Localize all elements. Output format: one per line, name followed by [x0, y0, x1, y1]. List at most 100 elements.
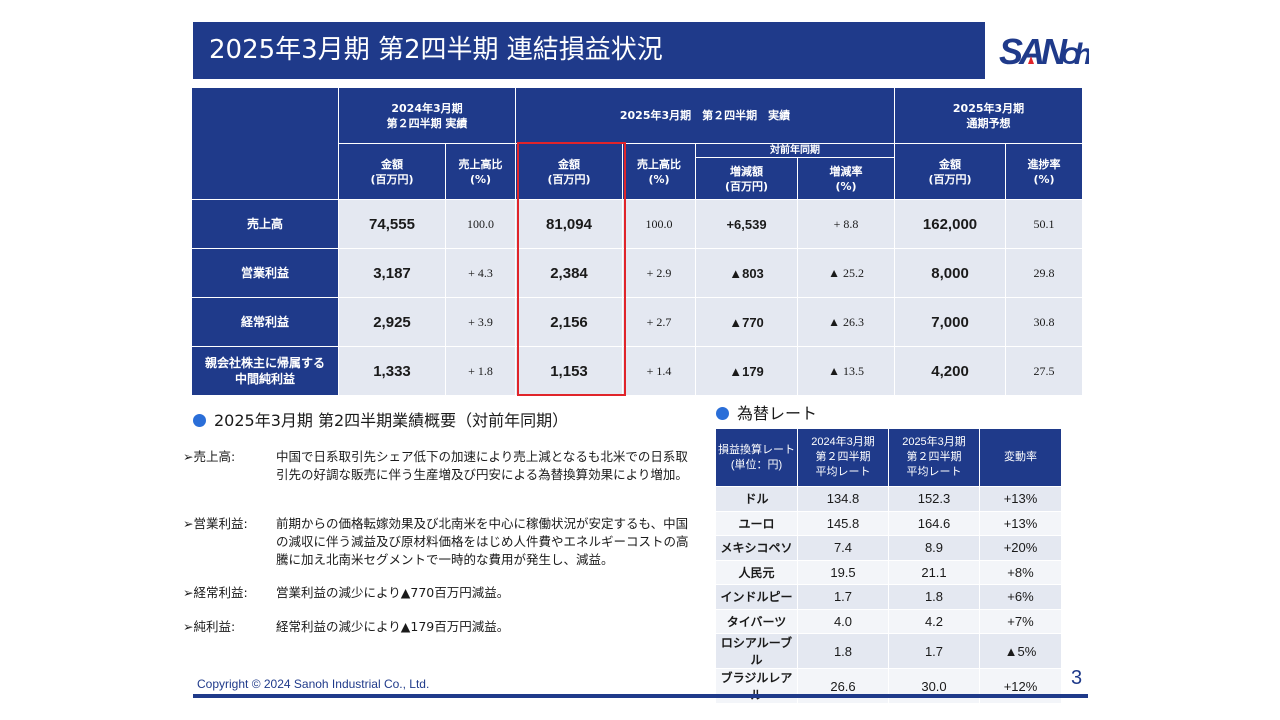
fx-currency: メキシコペソ: [715, 535, 798, 561]
curr-amount: 81,094: [515, 199, 623, 249]
sanoh-logo: S A N O h: [999, 31, 1089, 70]
fx-change: +8%: [979, 559, 1062, 585]
fx-header-label: 損益換算レート (単位：円): [715, 428, 798, 487]
fx-row: ドル 134.8 152.3 +13%: [715, 486, 1062, 512]
fx-change: +20%: [979, 535, 1062, 561]
progress: 30.8: [1005, 297, 1084, 347]
curr-ratio: + 2.9: [622, 248, 696, 298]
table-row: 売上高 74,555 100.0 81,094 100.0 +6,539 + 8…: [191, 199, 1084, 249]
fx-prev: 1.7: [797, 584, 889, 610]
fx-change: +13%: [979, 510, 1062, 536]
prev-ratio: + 1.8: [445, 346, 516, 396]
progress: 50.1: [1005, 199, 1084, 249]
title-bar: 2025年3月期 第2四半期 連結損益状況: [193, 22, 985, 79]
header-forecast: 2025年3月期 通期予想: [894, 87, 1084, 144]
fx-header-prev: 2024年3月期 第２四半期 平均レート: [797, 428, 889, 487]
header-yoy-group: 対前年同期 増減額 (百万円) 増減率 (%): [694, 143, 896, 200]
fx-prev: 7.4: [797, 535, 889, 561]
fx-header-change: 変動率: [979, 428, 1062, 487]
summary-label: ➢純利益:: [183, 619, 236, 634]
header-corner: [191, 87, 339, 200]
prev-amount: 1,333: [338, 346, 446, 396]
change-rate: ▲ 26.3: [796, 297, 896, 347]
header-fc-amount: 金額 (百万円): [894, 143, 1007, 200]
header-prev-period: 2024年3月期 第２四半期 実績: [338, 87, 516, 144]
fc-amount: 7,000: [894, 297, 1007, 347]
fc-amount: 4,200: [894, 346, 1007, 396]
fx-change: +13%: [979, 486, 1062, 512]
bullet-dot-icon: [716, 407, 729, 420]
copyright: Copyright © 2024 Sanoh Industrial Co., L…: [197, 677, 430, 691]
fx-curr: 21.1: [888, 559, 980, 585]
fx-currency: インドルピー: [715, 584, 798, 610]
change-amount: ▲803: [695, 248, 798, 298]
summary-label: ➢営業利益:: [183, 516, 248, 531]
fx-prev: 145.8: [797, 510, 889, 536]
fx-currency: 人民元: [715, 559, 798, 585]
fx-row: 人民元 19.5 21.1 +8%: [715, 559, 1062, 585]
curr-ratio: 100.0: [622, 199, 696, 249]
bullet-dot-icon: [193, 414, 206, 427]
summary-item: ➢営業利益: 前期からの価格転嫁効果及び北南米を中心に稼働状況が安定するも、中国…: [183, 515, 703, 569]
fx-prev: 26.6: [797, 668, 889, 704]
curr-amount: 2,384: [515, 248, 623, 298]
prev-ratio: + 3.9: [445, 297, 516, 347]
header-curr-period: 2025年3月期 第２四半期 実績: [514, 87, 896, 144]
table-row: 営業利益 3,187 + 4.3 2,384 + 2.9 ▲803 ▲ 25.2…: [191, 248, 1084, 298]
change-rate: + 8.8: [796, 199, 896, 249]
fx-change: +6%: [979, 584, 1062, 610]
fx-currency: ドル: [715, 486, 798, 512]
header-change-amount: 増減額 (百万円): [697, 158, 798, 199]
change-amount: ▲179: [695, 346, 798, 396]
prev-amount: 2,925: [338, 297, 446, 347]
fx-row: タイバーツ 4.0 4.2 +7%: [715, 608, 1062, 634]
row-label: 経常利益: [191, 297, 339, 347]
table-row: 親会社株主に帰属する 中間純利益 1,333 + 1.8 1,153 + 1.4…: [191, 346, 1084, 396]
header-prev-amount: 金額 (百万円): [338, 143, 446, 200]
summary-title: 2025年3月期 第2四半期業績概要（対前年同期）: [193, 410, 568, 432]
row-label: 営業利益: [191, 248, 339, 298]
fc-amount: 8,000: [894, 248, 1007, 298]
svg-text:h: h: [1074, 38, 1089, 70]
fx-currency: ブラジルレアル: [715, 668, 798, 704]
header-progress: 進捗率 (%): [1005, 143, 1084, 200]
fx-row: インドルピー 1.7 1.8 +6%: [715, 584, 1062, 610]
summary-label: ➢経常利益:: [183, 585, 248, 600]
summary-text: 経常利益の減少により▲179百万円減益。: [276, 619, 510, 634]
fx-title-text: 為替レート: [737, 404, 818, 423]
fx-curr: 164.6: [888, 510, 980, 536]
fx-curr: 1.8: [888, 584, 980, 610]
fx-header-curr: 2025年3月期 第２四半期 平均レート: [888, 428, 980, 487]
fx-curr: 4.2: [888, 608, 980, 634]
change-amount: ▲770: [695, 297, 798, 347]
fx-title: 為替レート: [716, 403, 817, 425]
results-table: 2024年3月期 第２四半期 実績 2025年3月期 第２四半期 実績 2025…: [191, 87, 1084, 396]
summary-text: 営業利益の減少により▲770百万円減益。: [276, 585, 510, 600]
change-rate: ▲ 13.5: [796, 346, 896, 396]
fx-change: +12%: [979, 668, 1062, 704]
fx-prev: 4.0: [797, 608, 889, 634]
fx-change: +7%: [979, 608, 1062, 634]
fx-row: ブラジルレアル26.630.0+12%: [715, 668, 1062, 704]
page-number: 3: [1071, 667, 1083, 689]
fx-prev: 1.8: [797, 633, 889, 669]
progress: 29.8: [1005, 248, 1084, 298]
curr-ratio: + 1.4: [622, 346, 696, 396]
summary-text: 中国で日系取引先シェア低下の加速により売上減となるも北米での日系取引先の好調な販…: [276, 449, 688, 482]
svg-text:A: A: [1018, 31, 1043, 70]
prev-ratio: + 4.3: [445, 248, 516, 298]
fx-row: ロシアルーブル 1.8 1.7 ▲5%: [715, 633, 1062, 669]
header-curr-amount: 金額 (百万円): [515, 143, 623, 200]
page-title: 2025年3月期 第2四半期 連結損益状況: [209, 35, 663, 65]
header-prev-ratio: 売上高比 (%): [445, 143, 516, 200]
table-row: 経常利益 2,925 + 3.9 2,156 + 2.7 ▲770 ▲ 26.3…: [191, 297, 1084, 347]
row-label: 売上高: [191, 199, 339, 249]
svg-text:O: O: [1061, 43, 1080, 70]
summary-title-text: 2025年3月期 第2四半期業績概要（対前年同期）: [214, 411, 569, 430]
header-change-rate: 増減率 (%): [829, 164, 863, 193]
summary-text: 前期からの価格転嫁効果及び北南米を中心に稼働状況が安定するも、中国の減収に伴う減…: [276, 516, 689, 567]
summary-item: ➢純利益: 経常利益の減少により▲179百万円減益。: [183, 618, 703, 636]
fx-prev: 134.8: [797, 486, 889, 512]
footer-divider: [193, 694, 1088, 698]
curr-amount: 1,153: [515, 346, 623, 396]
